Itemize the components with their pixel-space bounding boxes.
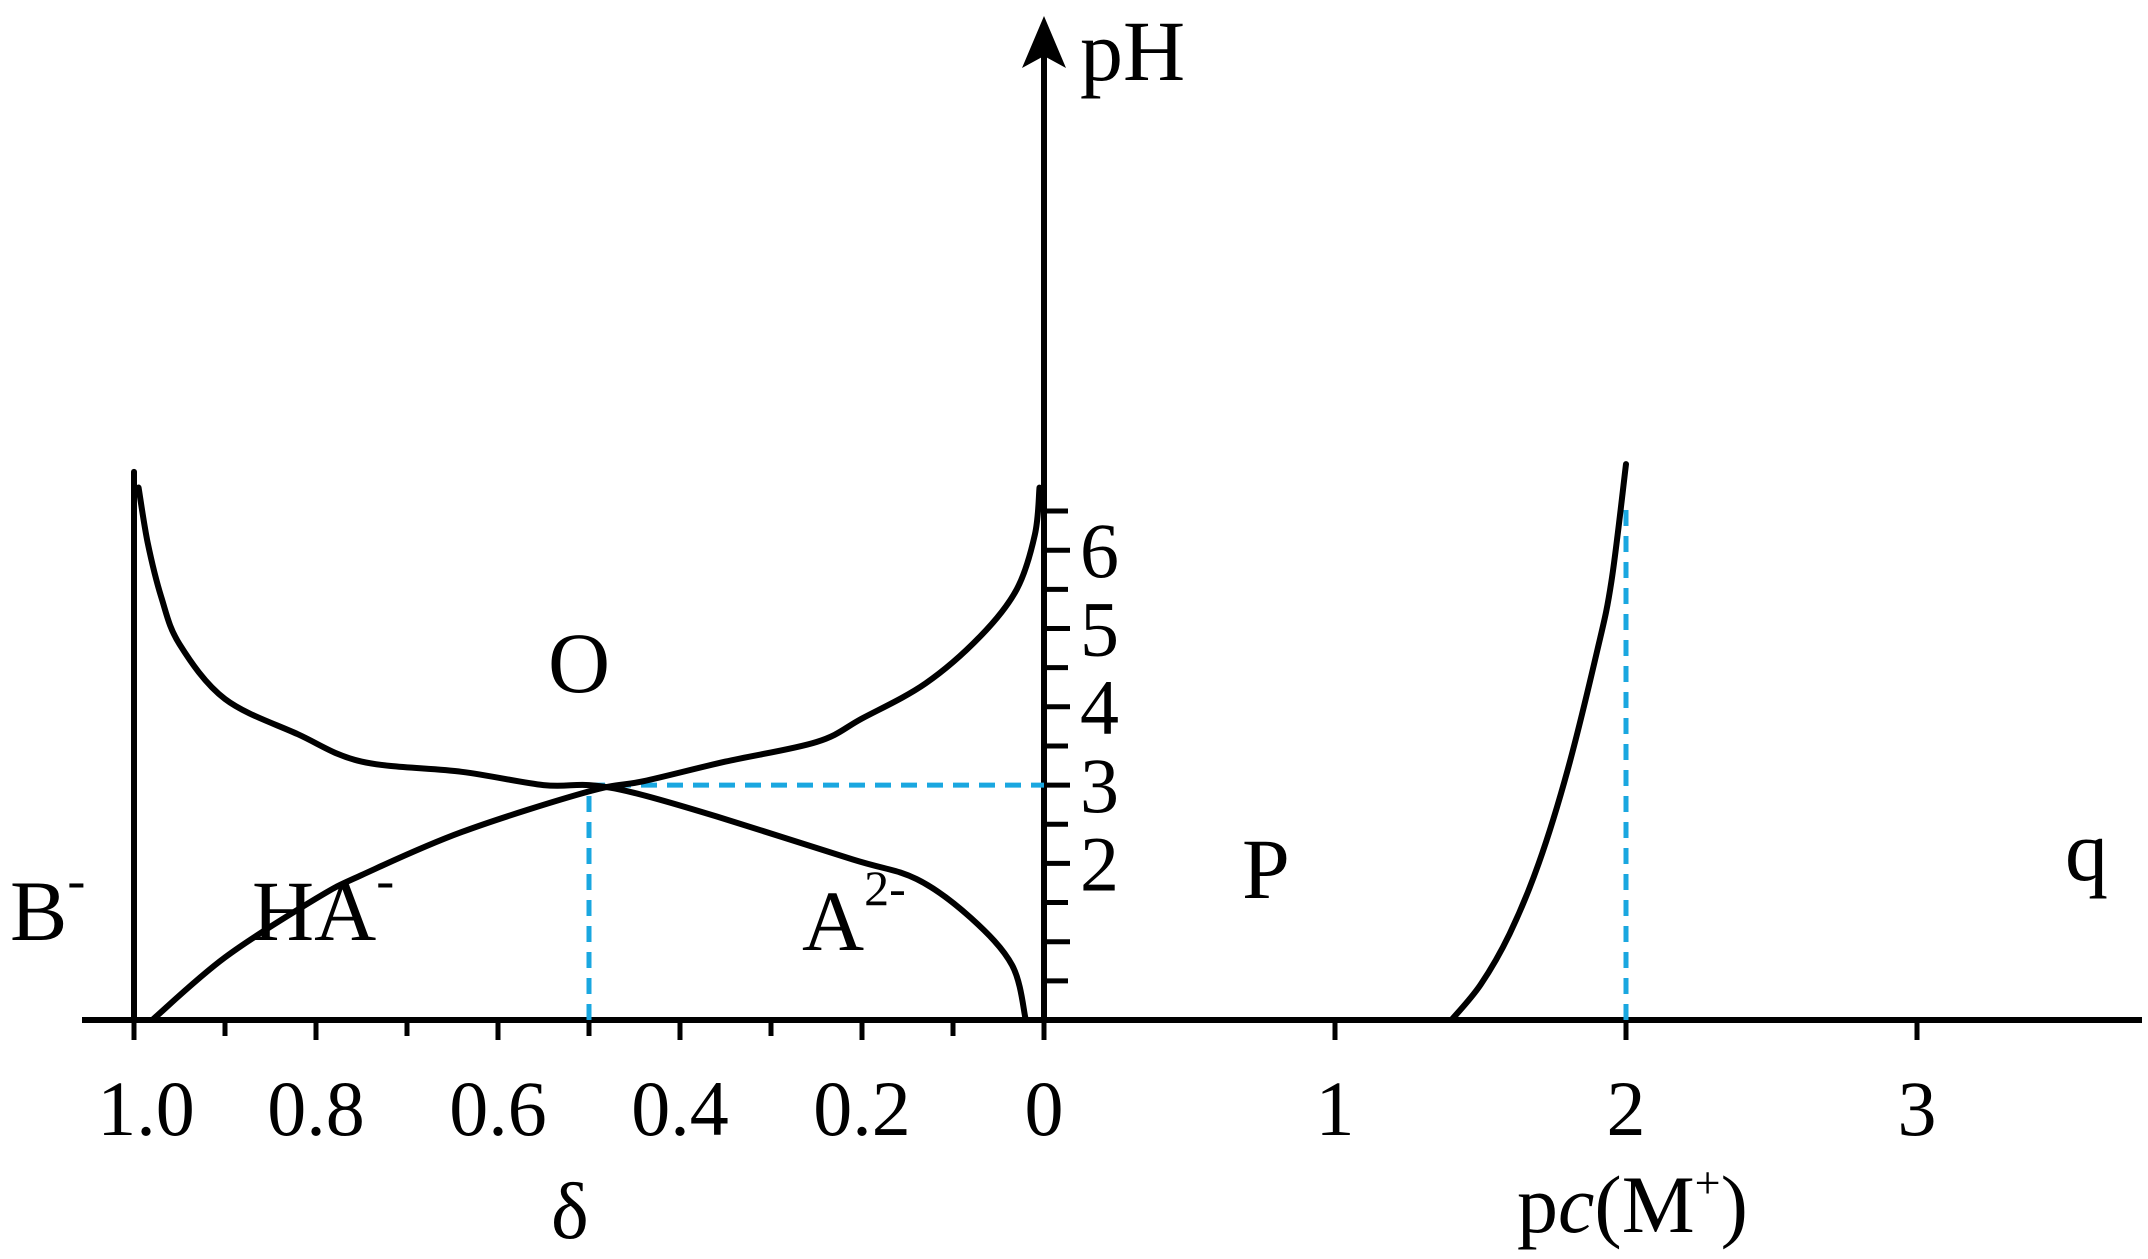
tick-marks bbox=[131, 508, 1920, 1040]
label-P: P bbox=[1242, 821, 1290, 917]
label-q: q bbox=[2065, 803, 2108, 899]
label-HA-main: HA bbox=[252, 863, 376, 959]
label-HA: HA- bbox=[252, 850, 394, 959]
pc-axis-title: pc(M+) bbox=[1517, 1157, 1748, 1250]
delta-tick-label: 0.8 bbox=[267, 1065, 365, 1152]
delta-tick-label: 0.2 bbox=[813, 1065, 911, 1152]
label-B-main: B bbox=[10, 863, 67, 959]
y-tick-label: 4 bbox=[1080, 664, 1119, 751]
pc-tick-label: 1 bbox=[1316, 1065, 1355, 1152]
y-tick-label: 2 bbox=[1080, 820, 1119, 907]
y-axis-arrow-icon bbox=[1022, 16, 1066, 68]
delta-axis-title: δ bbox=[551, 1168, 589, 1256]
curve-0 bbox=[149, 484, 1043, 1023]
label-A-sup: 2- bbox=[864, 860, 906, 916]
delta-tick-label: 1.0 bbox=[97, 1065, 195, 1152]
label-HA-sup: - bbox=[376, 850, 394, 910]
y-tick-label: 3 bbox=[1080, 742, 1119, 829]
curves bbox=[131, 461, 1629, 1023]
pc-tick-label: 3 bbox=[1898, 1065, 1937, 1152]
label-A-main: A bbox=[802, 873, 864, 969]
curve-3 bbox=[1448, 461, 1629, 1023]
delta-tick-label: 0.4 bbox=[631, 1065, 729, 1152]
curve-1 bbox=[135, 484, 1029, 1023]
label-A: A2- bbox=[802, 860, 906, 969]
pc-axis-title-sup: + bbox=[1695, 1157, 1721, 1208]
label-O: O bbox=[548, 615, 610, 711]
pc-tick-label: 2 bbox=[1607, 1065, 1646, 1152]
label-B-sup: - bbox=[67, 850, 85, 910]
pc-axis-title-c: c bbox=[1558, 1159, 1594, 1250]
y-tick-label: 6 bbox=[1080, 507, 1119, 594]
delta-tick-label: 0.6 bbox=[449, 1065, 547, 1152]
y-tick-label: 5 bbox=[1080, 586, 1119, 673]
y-axis-title: pH bbox=[1080, 3, 1185, 99]
pc-axis-title-m: (M bbox=[1594, 1159, 1694, 1250]
guide-lines bbox=[586, 503, 1629, 1020]
label-B: B- bbox=[10, 850, 85, 959]
pc-axis-title-p: p bbox=[1517, 1159, 1558, 1250]
delta-tick-label: 0 bbox=[1025, 1065, 1064, 1152]
pc-axis-title-close: ) bbox=[1721, 1159, 1748, 1250]
